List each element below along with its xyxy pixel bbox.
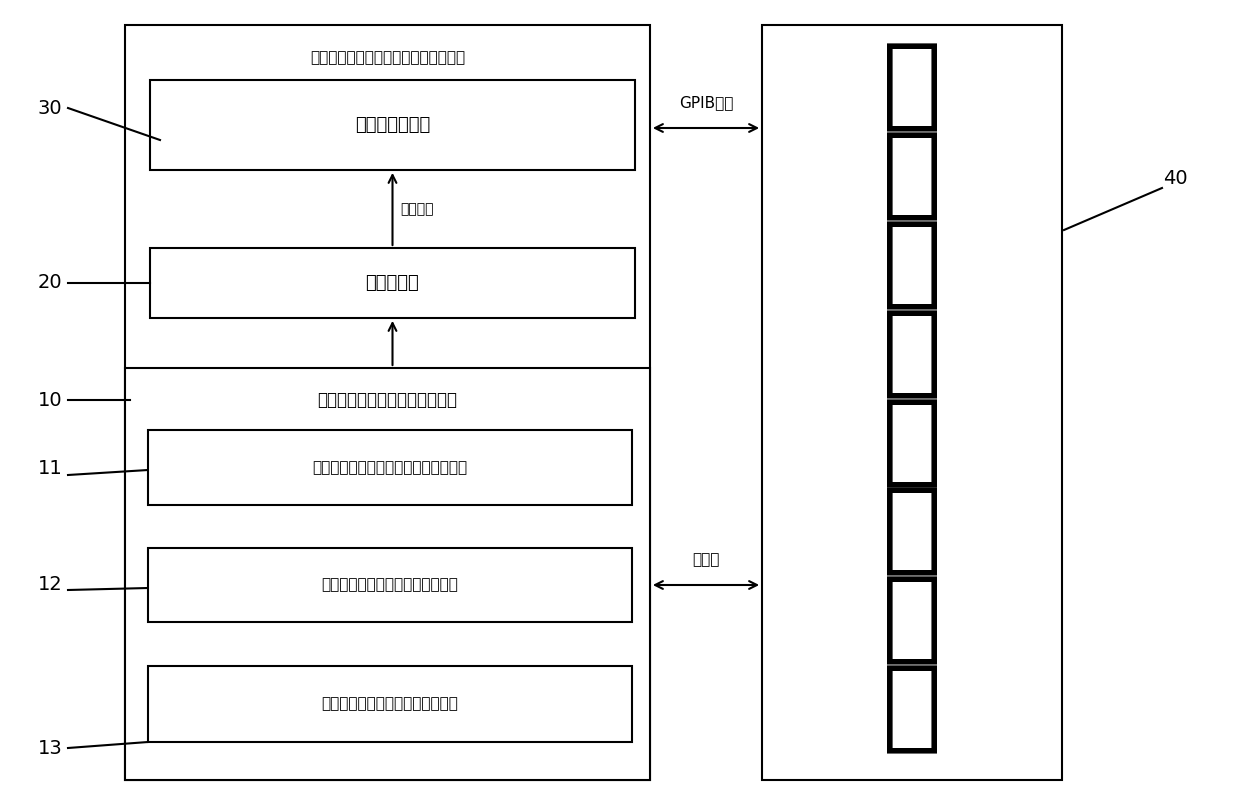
- Text: 统: 统: [882, 660, 942, 757]
- Text: GPIB总线: GPIB总线: [678, 96, 733, 110]
- Bar: [150, 248, 635, 318]
- Text: 30: 30: [37, 99, 62, 117]
- Text: 路: 路: [882, 305, 942, 402]
- Text: 射频线缆: 射频线缆: [401, 202, 434, 216]
- Text: 20: 20: [37, 274, 62, 292]
- Text: 数字实时示波器: 数字实时示波器: [355, 116, 430, 134]
- Text: 输入边沿置放精度校准适配接口板: 输入边沿置放精度校准适配接口板: [321, 578, 459, 592]
- Text: 射频连接器: 射频连接器: [366, 274, 419, 292]
- Bar: [125, 25, 650, 780]
- Text: 集: 集: [882, 39, 942, 136]
- Text: 输入到输出定时准确度校准适配接口板: 输入到输出定时准确度校准适配接口板: [312, 460, 467, 475]
- Bar: [148, 430, 632, 505]
- Bar: [148, 666, 632, 742]
- Text: 10: 10: [37, 390, 62, 410]
- Text: 测: 测: [882, 394, 942, 491]
- Text: 系: 系: [882, 572, 942, 668]
- Text: 试: 试: [882, 483, 942, 580]
- Text: 集成电路测试系统总定时精度校准装置: 集成电路测试系统总定时精度校准装置: [310, 50, 465, 66]
- Bar: [125, 368, 650, 780]
- Text: 13: 13: [37, 739, 62, 757]
- Bar: [148, 548, 632, 622]
- Text: 输出边沿置放精度校准适配接口板: 输出边沿置放精度校准适配接口板: [321, 697, 459, 711]
- Text: 皮秒级定时精度校准适配接口板: 皮秒级定时精度校准适配接口板: [317, 391, 458, 409]
- Text: 弹簧针: 弹簧针: [692, 552, 719, 568]
- Bar: [763, 25, 1061, 780]
- Bar: [150, 80, 635, 170]
- Text: 11: 11: [37, 458, 62, 478]
- Text: 12: 12: [37, 575, 62, 595]
- Text: 成: 成: [882, 127, 942, 224]
- Text: 电: 电: [882, 216, 942, 313]
- Text: 40: 40: [1163, 168, 1188, 187]
